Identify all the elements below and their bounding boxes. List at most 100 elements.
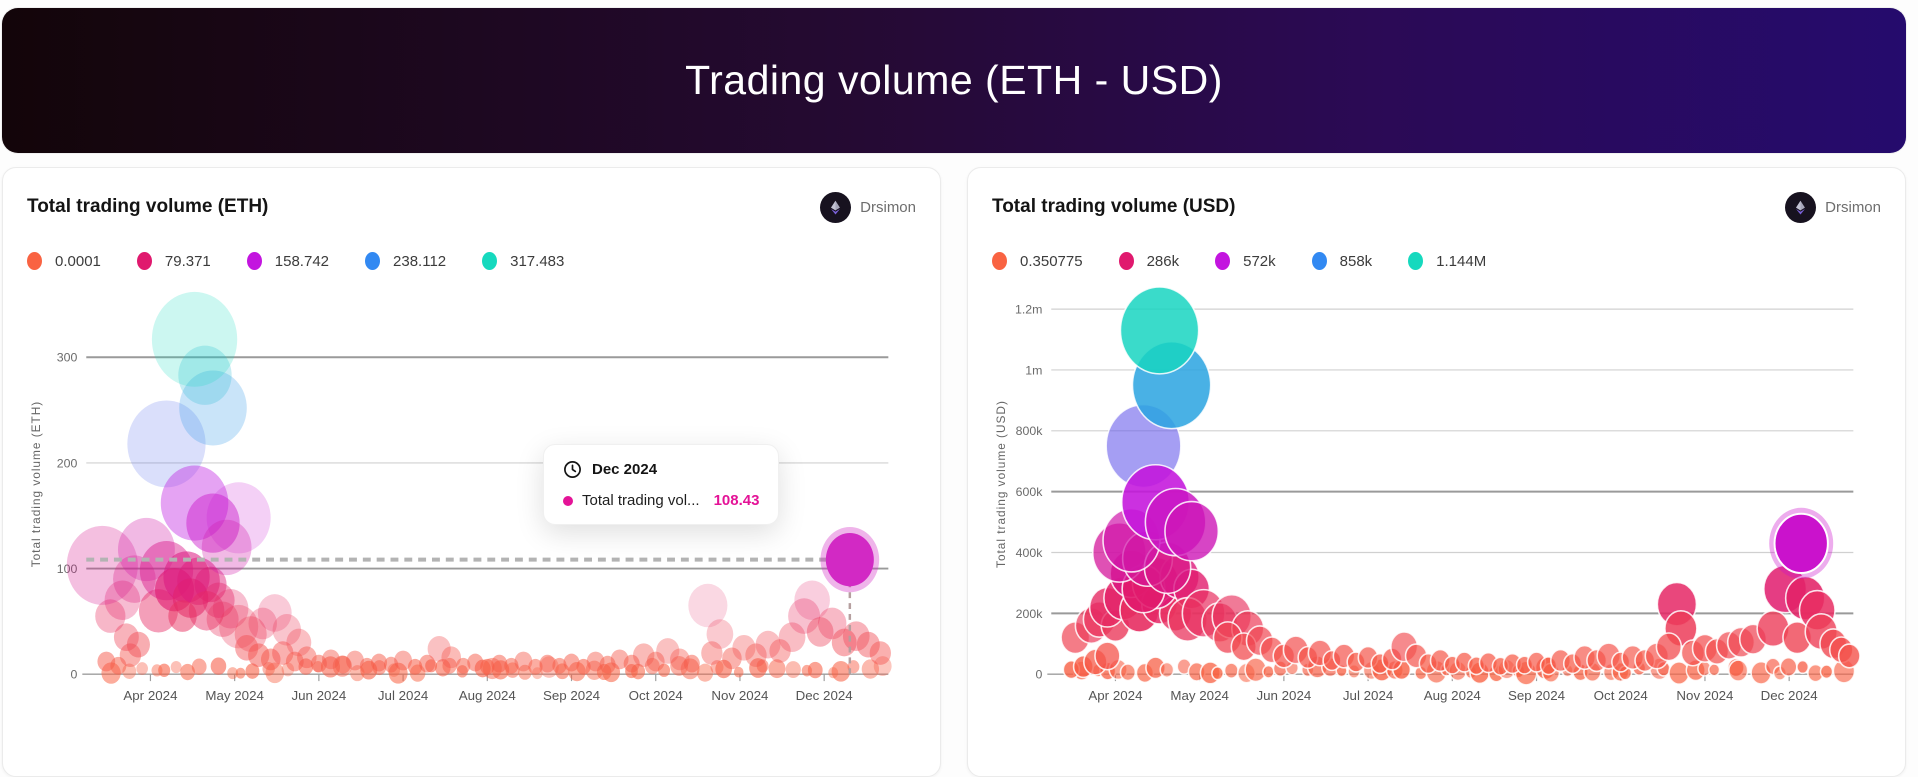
bubble[interactable] [528,658,543,675]
bubble[interactable] [188,591,225,631]
bubble[interactable] [394,650,412,671]
bubble[interactable] [177,557,220,605]
bubble[interactable] [245,663,260,679]
bubble[interactable] [732,634,756,661]
bubble[interactable] [186,493,240,553]
legend-item[interactable]: 858k [1311,252,1372,270]
bubble[interactable] [756,659,769,673]
bubble[interactable] [151,291,238,387]
bubble[interactable] [623,654,640,673]
bubble[interactable] [346,650,364,671]
bubble[interactable] [861,659,880,679]
bubble[interactable] [1708,663,1721,677]
bubble[interactable] [227,667,238,680]
bubble[interactable] [1837,643,1861,669]
bubble[interactable] [576,658,591,675]
bubble[interactable] [272,614,302,646]
bubble[interactable] [1119,286,1200,375]
bubble[interactable] [127,400,206,488]
bubble[interactable] [257,594,292,632]
legend-item[interactable]: 317.483 [482,252,564,270]
bubble[interactable] [467,653,484,672]
bubble[interactable] [383,656,399,673]
bubble[interactable] [768,659,786,679]
bubble[interactable] [180,663,195,681]
bubble[interactable] [371,653,388,672]
bubble[interactable] [191,658,207,675]
bubble[interactable] [491,654,508,673]
bubble[interactable] [869,641,891,665]
bubble[interactable] [788,598,821,634]
bubble[interactable] [794,580,830,620]
bubble[interactable] [539,654,556,673]
bubble[interactable] [599,655,616,674]
bubble[interactable] [715,659,733,679]
bubble[interactable] [749,658,767,678]
bubble[interactable] [806,617,834,647]
legend-item[interactable]: 0.0001 [27,252,101,270]
bubble[interactable] [234,616,267,652]
bubble[interactable] [359,657,375,674]
bubble[interactable] [1779,656,1798,677]
bubble[interactable] [1819,664,1834,680]
bubble[interactable] [552,657,567,674]
bubble[interactable] [206,482,271,554]
bubble[interactable] [456,657,471,674]
bubble[interactable] [206,601,239,638]
bubble[interactable] [688,583,728,628]
bubble[interactable] [179,370,247,446]
bubble[interactable] [1728,659,1749,682]
bubble[interactable] [408,658,423,675]
bubble[interactable] [119,643,142,668]
bubble[interactable] [518,664,532,680]
bubble[interactable] [136,662,148,676]
bubble[interactable] [113,555,156,603]
bubble[interactable] [194,566,227,603]
bubble[interactable] [104,580,141,620]
bubble[interactable] [435,659,451,677]
bubble[interactable] [696,663,714,682]
bubble[interactable] [683,654,700,673]
bubble[interactable] [1119,663,1137,682]
bubble[interactable] [1164,500,1220,562]
bubble[interactable] [480,658,495,675]
bubble[interactable] [427,635,451,662]
bubble[interactable] [285,651,304,672]
bubble[interactable] [670,655,689,676]
bubble[interactable] [202,582,235,619]
bubble[interactable] [656,638,680,664]
bubble[interactable] [807,661,823,679]
bubble[interactable] [419,654,436,673]
bubble[interactable] [113,623,139,652]
bubble[interactable] [219,604,259,649]
bubble[interactable] [514,651,533,672]
bubble[interactable] [644,657,660,675]
bubble[interactable] [168,600,197,632]
bubble[interactable] [778,622,806,653]
bubble[interactable] [212,588,249,629]
bubble[interactable] [126,631,150,658]
bubble[interactable] [873,656,892,677]
bubble[interactable] [201,519,252,576]
bubble[interactable] [733,666,744,678]
legend-item[interactable]: 158.742 [246,252,329,270]
bubble[interactable] [646,651,665,672]
bubble[interactable] [170,660,182,674]
bubble[interactable] [722,647,742,670]
legend-item[interactable]: 286k [1118,252,1179,270]
legend-item[interactable]: 79.371 [136,252,211,270]
bubble[interactable] [1262,664,1275,679]
bubble[interactable] [504,657,519,674]
bubble[interactable] [1159,661,1175,679]
bubble[interactable] [701,641,723,665]
bubble[interactable] [1223,662,1239,679]
bubble[interactable] [1094,641,1121,671]
eth-bubble-chart[interactable]: 0 100 200 300 Apr 2024 May 2024 Jun 2024 Jul 20… [27,286,916,715]
usd-bubble-chart[interactable]: 0 200k 400k 600k 800k 1m 1.2m Apr 2024 May 2024 J… [992,286,1881,715]
bubble[interactable] [856,631,880,658]
bubble[interactable] [310,654,327,673]
bubble[interactable] [633,643,655,668]
legend-item[interactable]: 0.350775 [992,252,1083,270]
bubble[interactable] [178,345,232,405]
bubble[interactable] [286,628,312,657]
